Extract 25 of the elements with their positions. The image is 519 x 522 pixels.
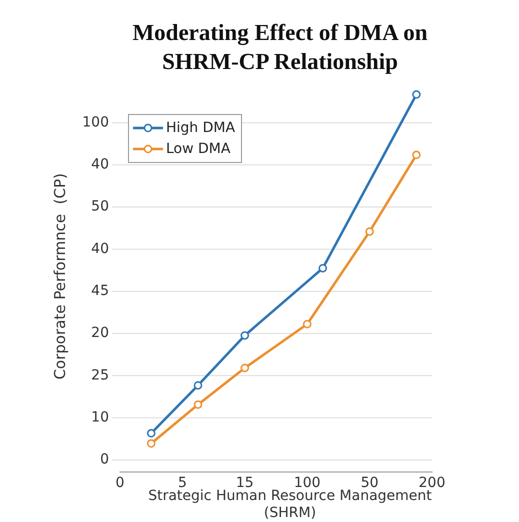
point: [240, 331, 250, 340]
point: [412, 150, 421, 160]
point: [365, 227, 374, 236]
text: 40: [91, 240, 109, 257]
point: [318, 264, 328, 272]
text: 100: [82, 114, 109, 130]
text: 50: [91, 198, 109, 215]
text: 45: [91, 282, 109, 299]
x-tick-label: 0: [116, 475, 124, 492]
chart-title: Moderating Effect of DMA on SHRM-CP Relationship: [131, 19, 429, 76]
text: 0: [100, 452, 109, 468]
text: 10: [91, 409, 109, 426]
point: [240, 364, 250, 372]
point: [146, 429, 156, 438]
legend-label: High DMA: [166, 120, 236, 136]
point: [412, 90, 421, 99]
point: [302, 320, 312, 328]
point: [194, 400, 202, 409]
y-axis-title: Corporate Performnce (CP): [50, 173, 69, 380]
legend-label: Low DMA: [166, 140, 230, 156]
text: 40: [91, 156, 109, 173]
text: 20: [91, 325, 109, 342]
point: [194, 381, 202, 390]
point: [146, 439, 156, 448]
text: 25: [91, 367, 109, 384]
